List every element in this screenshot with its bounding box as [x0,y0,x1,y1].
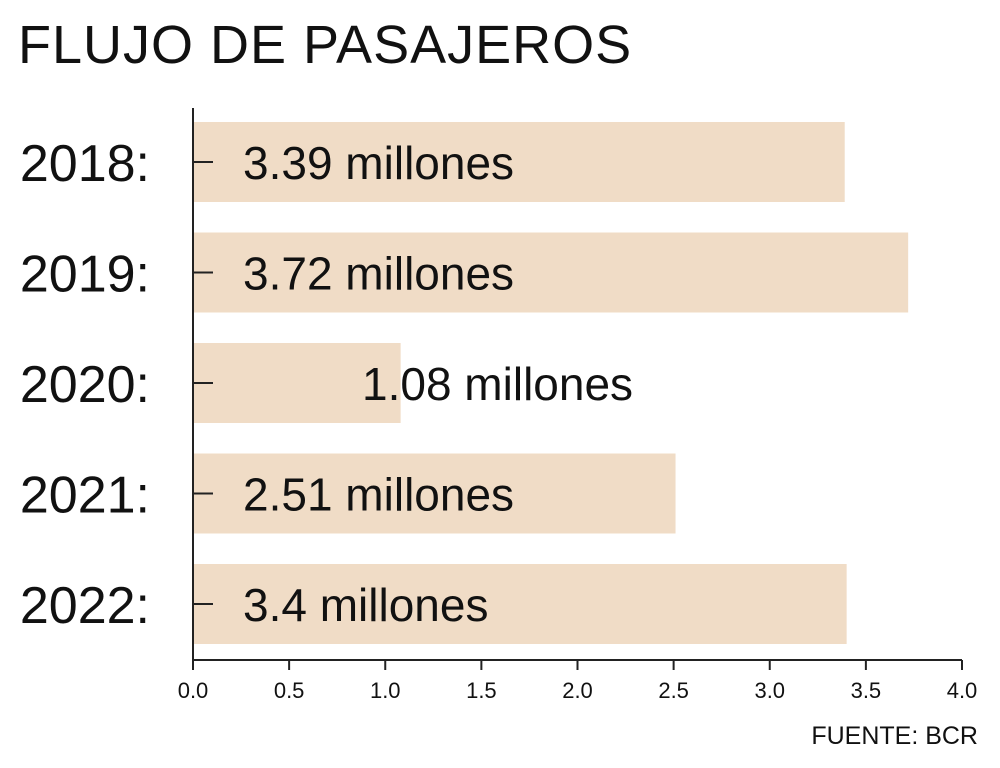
axis-layer [192,108,963,670]
data-label: 3.4 millones [243,579,488,631]
bar-4 [193,564,847,644]
bar-0 [193,122,845,202]
category-label: 2018: [20,135,150,193]
chart-title: FLUJO DE PASAJEROS [18,15,633,75]
x-tick-label: 1.5 [466,678,497,703]
category-label: 2019: [20,246,150,304]
labels-layer: 2018: 3.39 millones 2019: 3.72 millones 2020… [20,135,977,703]
x-tick-label: 2.0 [562,678,593,703]
x-tick-label: 3.0 [754,678,785,703]
data-label: 3.39 millones [243,137,514,189]
x-tick-label: 1.0 [370,678,401,703]
x-tick-label: 0.0 [178,678,209,703]
bar-1 [193,232,909,313]
x-tick-label: 3.5 [851,678,882,703]
data-label: 2.51 millones [243,469,514,521]
bar-2 [193,343,401,423]
data-label: 1.08 millones [362,358,633,410]
data-label: 3.72 millones [243,248,514,300]
category-label: 2021: [20,467,150,525]
category-label: 2022: [20,577,150,635]
bars-layer [193,122,909,644]
x-tick-label: 4.0 [947,678,978,703]
bar-3 [193,453,676,534]
x-tick-label: 0.5 [274,678,305,703]
category-label: 2020: [20,356,150,414]
x-tick-label: 2.5 [658,678,689,703]
source-note: FUENTE: BCR [811,722,978,750]
